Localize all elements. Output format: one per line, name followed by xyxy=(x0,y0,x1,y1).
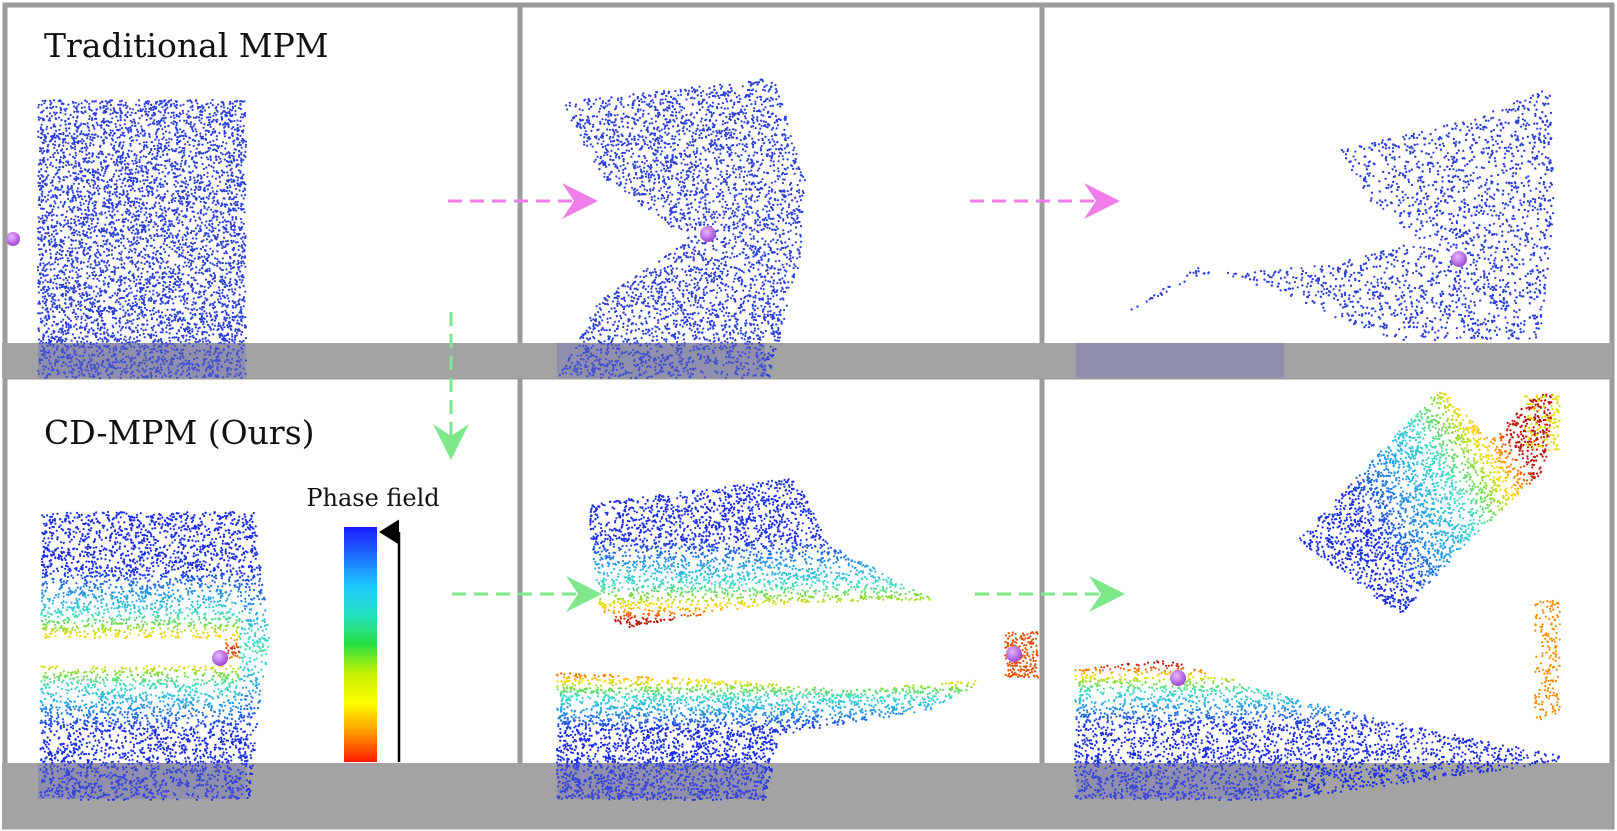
colorbar-gradient xyxy=(344,527,377,762)
projectile-bottom-middle xyxy=(1006,646,1022,662)
projectile-bottom-left xyxy=(212,650,228,666)
panel-top-right xyxy=(1042,5,1612,377)
row-label-cdmpm: CD-MPM (Ours) xyxy=(44,413,315,452)
projectile-top-right xyxy=(1451,251,1467,267)
projectile-top-left xyxy=(6,232,20,246)
projectile-top-middle xyxy=(700,226,716,242)
colorbar-title: Phase field xyxy=(306,484,439,512)
projectile-bottom-right xyxy=(1170,670,1186,686)
row-label-traditional: Traditional MPM xyxy=(44,26,329,65)
